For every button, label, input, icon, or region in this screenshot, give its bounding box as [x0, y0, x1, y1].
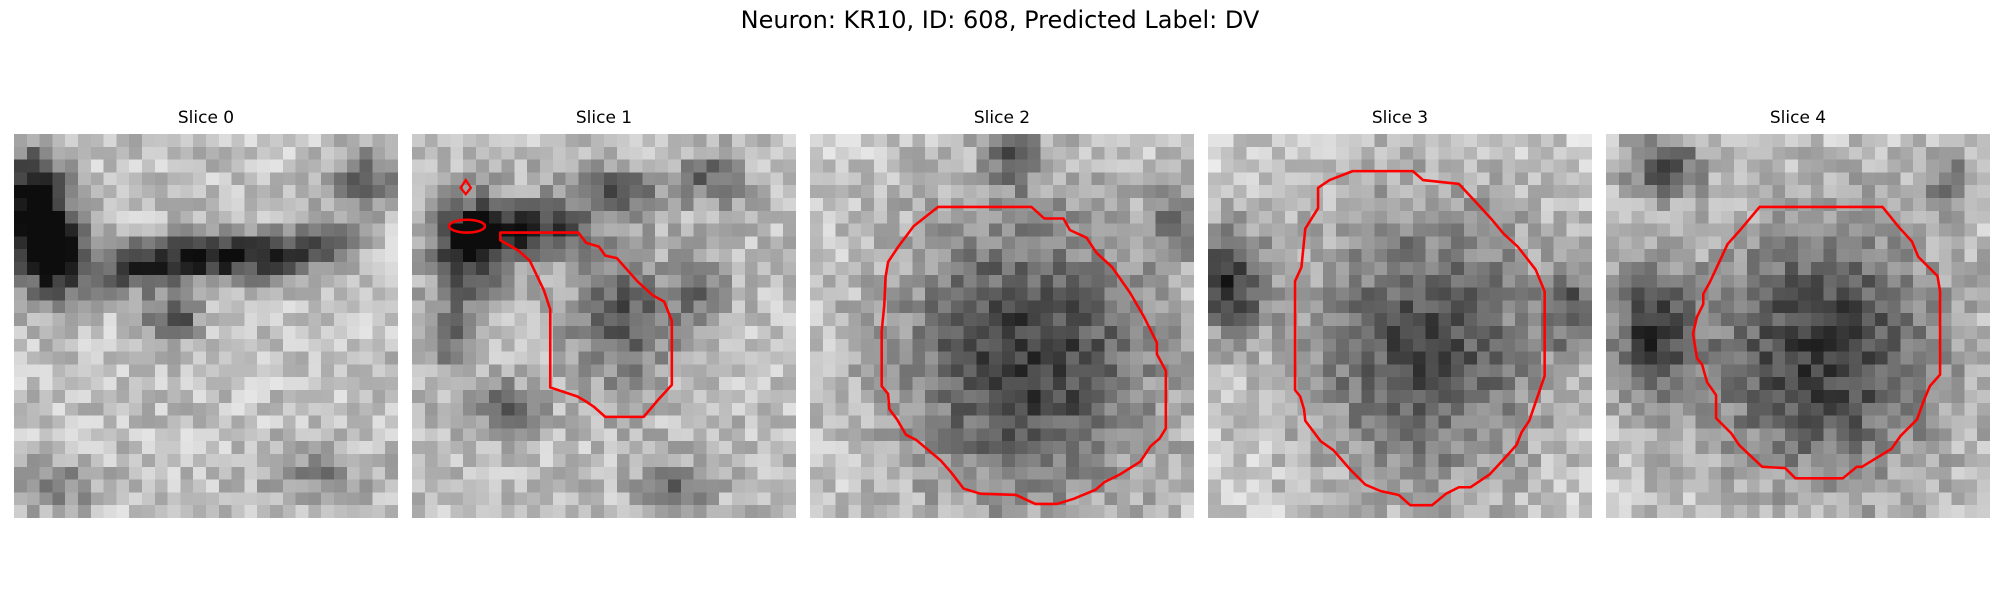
cell-contour: [1691, 205, 1942, 480]
small-contour: [459, 178, 473, 197]
slice-title: Slice 1: [575, 108, 633, 128]
microscopy-pixels: [1208, 134, 1592, 518]
slice-panel-1: Slice 1: [412, 108, 796, 528]
slice-panel-4: Slice 4: [1606, 108, 1990, 528]
slice-panel-0: Slice 0: [14, 108, 398, 528]
figure-title: Neuron: KR10, ID: 608, Predicted Label: …: [740, 6, 1260, 34]
slice-title: Slice 0: [177, 108, 235, 128]
slice-title: Slice 3: [1371, 108, 1429, 128]
microscopy-pixels: [810, 134, 1194, 518]
slice-image-1: [412, 134, 796, 518]
cell-contour: [880, 205, 1168, 506]
microscopy-pixels: [14, 134, 398, 518]
slice-image-2: [810, 134, 1194, 518]
slice-title: Slice 2: [973, 108, 1031, 128]
slice-image-0: [14, 134, 398, 518]
cell-contour: [499, 231, 674, 419]
microscopy-pixels: [412, 134, 796, 518]
slice-image-3: [1208, 134, 1592, 518]
microscopy-pixels: [1606, 134, 1990, 518]
slice-panel-2: Slice 2: [810, 108, 1194, 528]
slice-panel-3: Slice 3: [1208, 108, 1592, 528]
cell-contour: [1293, 169, 1546, 507]
slice-image-4: [1606, 134, 1990, 518]
small-contour: [447, 218, 487, 234]
slice-title: Slice 4: [1769, 108, 1827, 128]
